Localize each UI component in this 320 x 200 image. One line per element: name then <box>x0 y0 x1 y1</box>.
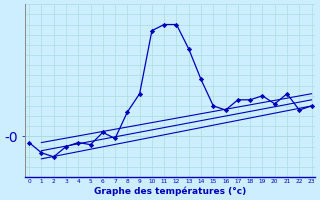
X-axis label: Graphe des températures (°c): Graphe des températures (°c) <box>94 186 246 196</box>
